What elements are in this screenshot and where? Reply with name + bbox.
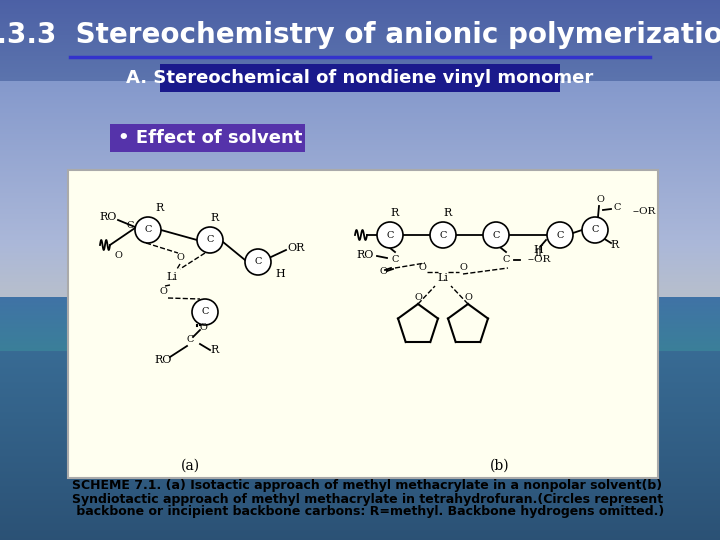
Text: R: R bbox=[611, 240, 619, 250]
Text: C: C bbox=[439, 231, 446, 240]
Text: O: O bbox=[418, 264, 426, 273]
Circle shape bbox=[582, 217, 608, 243]
Circle shape bbox=[135, 217, 161, 243]
Text: R: R bbox=[211, 345, 219, 355]
Text: C: C bbox=[254, 258, 261, 267]
Text: C: C bbox=[126, 220, 134, 230]
Text: RO: RO bbox=[99, 212, 117, 222]
Circle shape bbox=[483, 222, 509, 248]
Text: OR: OR bbox=[287, 243, 305, 253]
Text: C: C bbox=[391, 255, 399, 265]
Text: C: C bbox=[144, 226, 152, 234]
Text: C: C bbox=[492, 231, 500, 240]
Text: C: C bbox=[557, 231, 564, 240]
Text: SCHEME 7.1. (a) Isotactic approach of methyl methacrylate in a nonpolar solvent(: SCHEME 7.1. (a) Isotactic approach of me… bbox=[72, 480, 662, 492]
Text: C: C bbox=[207, 235, 214, 245]
Circle shape bbox=[377, 222, 403, 248]
Text: C: C bbox=[387, 231, 394, 240]
Text: O: O bbox=[596, 195, 604, 205]
Text: A. Stereochemical of nondiene vinyl monomer: A. Stereochemical of nondiene vinyl mono… bbox=[127, 69, 593, 87]
Text: H: H bbox=[533, 245, 543, 255]
Text: (b): (b) bbox=[490, 459, 510, 473]
Text: --OR: --OR bbox=[633, 207, 657, 217]
Text: O: O bbox=[114, 252, 122, 260]
Circle shape bbox=[192, 299, 218, 325]
Circle shape bbox=[547, 222, 573, 248]
Text: Syndiotactic approach of methyl methacrylate in tetrahydrofuran.(Circles represe: Syndiotactic approach of methyl methacry… bbox=[72, 492, 663, 505]
Bar bbox=[68, 170, 658, 478]
Text: O: O bbox=[379, 267, 387, 276]
Text: (a): (a) bbox=[181, 459, 199, 473]
Text: backbone or incipient backbone carbons: R=methyl. Backbone hydrogens omitted.): backbone or incipient backbone carbons: … bbox=[72, 505, 665, 518]
Text: 7.3.3  Stereochemistry of anionic polymerization: 7.3.3 Stereochemistry of anionic polymer… bbox=[0, 21, 720, 49]
Text: Li: Li bbox=[438, 273, 449, 283]
Text: Li: Li bbox=[166, 272, 178, 282]
Text: RO: RO bbox=[356, 250, 374, 260]
Text: II: II bbox=[534, 248, 542, 258]
Text: R: R bbox=[391, 208, 399, 218]
Text: C: C bbox=[186, 335, 194, 345]
Text: H: H bbox=[275, 269, 285, 279]
Text: O: O bbox=[414, 294, 422, 302]
Text: R: R bbox=[211, 213, 219, 223]
Circle shape bbox=[430, 222, 456, 248]
Text: O: O bbox=[176, 253, 184, 262]
Text: O: O bbox=[459, 264, 467, 273]
Text: O: O bbox=[199, 322, 207, 332]
Text: RO: RO bbox=[154, 355, 171, 365]
Circle shape bbox=[245, 249, 271, 275]
Text: C: C bbox=[591, 226, 599, 234]
Text: R: R bbox=[444, 208, 452, 218]
Text: C: C bbox=[503, 255, 510, 265]
Text: R: R bbox=[156, 203, 164, 213]
Bar bbox=[110, 124, 305, 152]
Text: O: O bbox=[464, 294, 472, 302]
Text: C: C bbox=[613, 204, 621, 213]
Text: • Effect of solvent: • Effect of solvent bbox=[118, 129, 302, 147]
Circle shape bbox=[197, 227, 223, 253]
Text: O: O bbox=[159, 287, 167, 296]
Text: C: C bbox=[202, 307, 209, 316]
Text: --OR: --OR bbox=[528, 255, 552, 265]
Bar bbox=[160, 64, 560, 92]
